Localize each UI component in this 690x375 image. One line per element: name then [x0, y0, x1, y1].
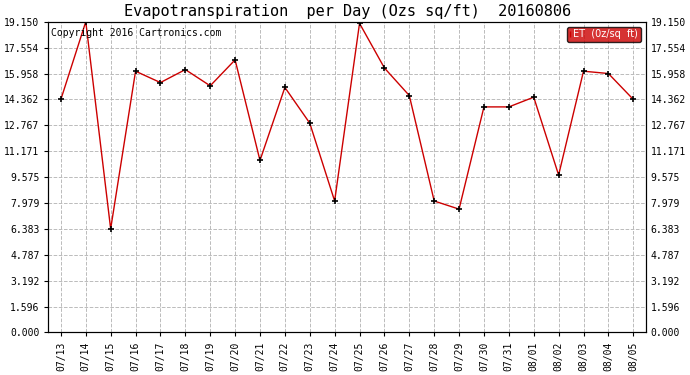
Legend: ET  (0z/sq  ft): ET (0z/sq ft): [567, 27, 641, 42]
Title: Evapotranspiration  per Day (Ozs sq/ft)  20160806: Evapotranspiration per Day (Ozs sq/ft) 2…: [124, 4, 571, 19]
Text: Copyright 2016 Cartronics.com: Copyright 2016 Cartronics.com: [52, 28, 221, 38]
